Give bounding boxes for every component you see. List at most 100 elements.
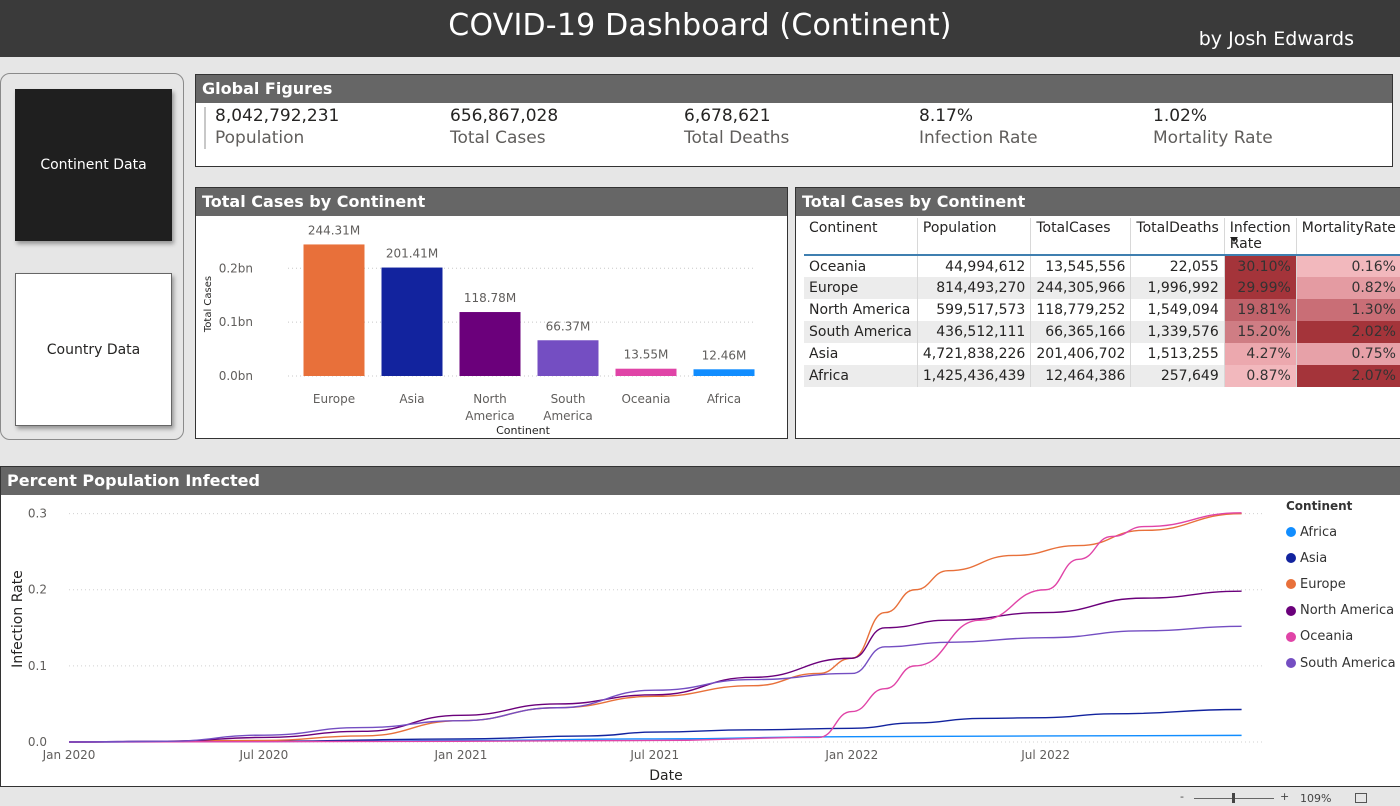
column-header-population[interactable]: Population: [917, 218, 1032, 256]
kpi-value: 8.17%: [919, 106, 974, 126]
column-header-totalcases[interactable]: TotalCases: [1030, 218, 1132, 256]
x-tick-label: South: [551, 392, 586, 406]
bar: [615, 368, 677, 376]
legend-item[interactable]: South America: [1286, 650, 1396, 676]
zoom-in-button[interactable]: +: [1280, 790, 1290, 803]
cell-continent: Oceania: [804, 255, 918, 277]
legend-dot-icon: [1286, 631, 1296, 642]
kpi-value: 8,042,792,231: [215, 106, 340, 126]
legend-item[interactable]: Africa: [1286, 519, 1396, 545]
legend-dot-icon: [1286, 605, 1296, 616]
column-header-continent[interactable]: Continent: [804, 218, 918, 256]
line-chart-title: Percent Population Infected: [1, 467, 1400, 495]
legend-item[interactable]: North America: [1286, 598, 1396, 624]
kpi-total-deaths: 6,678,621 Total Deaths: [684, 106, 789, 148]
legend-dot-icon: [1286, 527, 1296, 538]
y-axis-title: Total Cases: [203, 276, 214, 333]
chart-legend: Continent Africa Asia Europe North America O…: [1286, 499, 1396, 676]
zoom-level: 109%: [1300, 792, 1332, 805]
x-tick-label: Jan 2022: [824, 748, 878, 762]
cell-infection-rate: 0.87%: [1224, 365, 1297, 387]
legend-title: Continent: [1286, 499, 1353, 513]
bar: [537, 340, 599, 376]
column-header-infection-rate[interactable]: Infection Rate: [1224, 218, 1297, 256]
series-line-asia: [68, 708, 1242, 743]
legend-dot-icon: [1286, 553, 1296, 564]
legend-label: North America: [1300, 603, 1395, 619]
bar-chart: 0.0bn 0.1bn 0.2bn Total Cases 244.31M Europe 2…: [203, 223, 756, 437]
x-tick-label: Jan 2020: [42, 748, 96, 762]
cell-continent: Africa: [804, 365, 918, 387]
kpi-label: Population: [215, 128, 305, 148]
line-chart-card: Percent Population Infected 0.0 0.1 0.2 0.3…: [0, 466, 1400, 787]
table-header-row: Continent Population TotalCases TotalDea…: [804, 218, 1400, 256]
kpi-value: 656,867,028: [450, 106, 559, 126]
x-axis-title: Continent: [496, 424, 550, 437]
table-row[interactable]: Asia 4,721,838,226 201,406,702 1,513,255 4.2…: [804, 343, 1400, 365]
fit-to-page-icon[interactable]: [1355, 793, 1367, 803]
bar: [693, 369, 755, 376]
kpi-total-cases: 656,867,028 Total Cases: [450, 106, 558, 148]
cell-mortality-rate: 2.07%: [1296, 365, 1400, 387]
cell-mortality-rate: 2.02%: [1296, 321, 1400, 343]
table-row[interactable]: Africa 1,425,436,439 12,464,386 257,649 0.87…: [804, 365, 1400, 387]
kpi-label: Mortality Rate: [1153, 128, 1273, 148]
zoom-slider-thumb[interactable]: [1232, 793, 1235, 803]
cell-infection-rate: 30.10%: [1224, 255, 1297, 277]
bar-data-label: 201.41M: [386, 247, 438, 261]
legend-item[interactable]: Europe: [1286, 571, 1396, 597]
cell-total-cases: 118,779,252: [1030, 299, 1132, 321]
cell-mortality-rate: 1.30%: [1296, 299, 1400, 321]
author-label: by Josh Edwards: [1198, 28, 1354, 50]
legend-label: Europe: [1300, 576, 1346, 592]
x-tick-label: Oceania: [621, 392, 670, 406]
series-line-oceania: [68, 512, 1242, 743]
table-row[interactable]: Europe 814,493,270 244,305,966 1,996,992 29.…: [804, 277, 1400, 299]
y-tick-label: 0.2bn: [219, 261, 253, 275]
bar-data-label: 118.78M: [464, 291, 516, 305]
cell-infection-rate: 4.27%: [1224, 343, 1297, 365]
y-tick-label: 0.0: [28, 735, 47, 749]
cell-total-deaths: 1,513,255: [1130, 343, 1225, 365]
legend-item[interactable]: Asia: [1286, 545, 1396, 571]
cell-total-cases: 13,545,556: [1030, 255, 1132, 277]
cell-total-deaths: 1,549,094: [1130, 299, 1225, 321]
legend-label: Asia: [1300, 550, 1328, 566]
cell-mortality-rate: 0.82%: [1296, 277, 1400, 299]
legend-item[interactable]: Oceania: [1286, 624, 1396, 650]
y-tick-label: 0.0bn: [219, 369, 253, 383]
kpi-population: 8,042,792,231 Population: [215, 106, 339, 148]
navigation-panel: Continent Data Country Data: [0, 73, 184, 440]
zoom-control: - + 109%: [1172, 790, 1392, 806]
series-line-south-america: [68, 625, 1242, 743]
cell-total-deaths: 257,649: [1130, 365, 1225, 387]
bar-data-label: 244.31M: [308, 223, 360, 237]
x-tick-label: Africa: [707, 392, 741, 406]
bar-chart-title: Total Cases by Continent: [196, 188, 787, 216]
table-row[interactable]: Oceania 44,994,612 13,545,556 22,055 30.10% 0…: [804, 255, 1400, 277]
bar: [459, 312, 521, 376]
cell-population: 814,493,270: [917, 277, 1032, 299]
line-chart: 0.0 0.1 0.2 0.3 Jan 2020 Jul 2020 Jan 2021 Jul …: [10, 507, 1263, 784]
kpi-value: 1.02%: [1153, 106, 1208, 126]
continent-table: Continent Population TotalCases TotalDea…: [804, 218, 1400, 387]
x-tick-label: Jan 2021: [434, 748, 488, 762]
column-header-mortalityrate[interactable]: MortalityRate: [1296, 218, 1400, 256]
bar-data-label: 12.46M: [702, 348, 747, 362]
table-row[interactable]: North America 599,517,573 118,779,252 1,549…: [804, 299, 1400, 321]
bar-data-label: 13.55M: [624, 348, 669, 362]
country-data-button[interactable]: Country Data: [15, 273, 172, 426]
y-tick-label: 0.2: [28, 583, 47, 597]
cell-total-cases: 66,365,166: [1030, 321, 1132, 343]
x-tick-label: Jul 2022: [1020, 748, 1070, 762]
page-title: COVID-19 Dashboard (Continent): [448, 8, 952, 43]
bar-data-label: 66.37M: [546, 319, 591, 333]
kpi-mortality-rate: 1.02% Mortality Rate: [1153, 106, 1273, 148]
kpi-value: 6,678,621: [684, 106, 771, 126]
sort-descending-icon: [1229, 237, 1238, 242]
continent-data-button[interactable]: Continent Data: [15, 89, 172, 241]
column-header-totaldeaths[interactable]: TotalDeaths: [1130, 218, 1225, 256]
table-row[interactable]: South America 436,512,111 66,365,166 1,339,…: [804, 321, 1400, 343]
zoom-out-button[interactable]: -: [1180, 790, 1184, 803]
x-axis-title: Date: [649, 768, 682, 784]
